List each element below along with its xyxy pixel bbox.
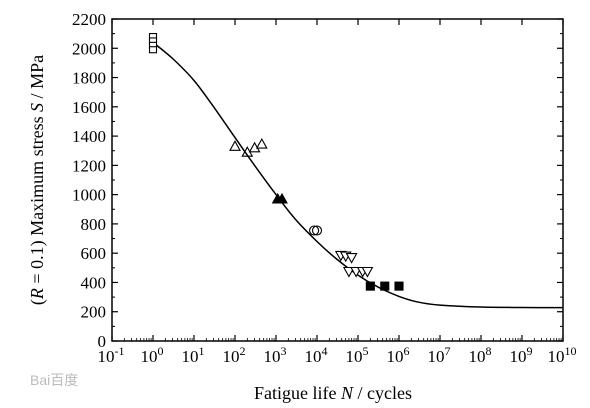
y-tick-label: 1200 [72,156,106,175]
x-tick-label: 106 [387,344,410,366]
filled-triangle-up-marker [276,192,288,204]
y-axis-title: (R = 0.1) Maximum stress S / MPa [27,55,48,305]
y-axis: 0 200 400 600 800 1000 1200 1400 1600 1800 2000 220… [72,10,563,351]
y-tick-label: 0 [98,332,107,351]
x-tick-label: 100 [141,344,164,366]
y-tick-label: 1400 [72,127,106,146]
x-tick-label: 101 [182,344,205,366]
open-triangle-down-marker [342,266,355,278]
x-tick-label: 107 [428,344,451,366]
y-tick-label: 800 [81,215,107,234]
x-tick-label: 105 [346,344,369,366]
filled-square-marker [365,281,375,291]
watermark: Bai百度 [30,372,78,388]
x-tick-label: 1010 [548,344,577,366]
y-tick-label: 1600 [72,98,106,117]
y-tick-label: 2200 [72,10,106,29]
open-circle-marker [309,225,320,236]
x-axis: 10-1 100 101 102 103 104 105 106 107 108 109 1010 [98,19,577,366]
open-triangle-down-marker [345,253,358,264]
open-square-marker [148,46,158,54]
open-triangle-up-marker [255,137,268,149]
x-tick-label: 108 [469,344,492,366]
fit-curve [152,41,564,309]
x-axis-title: Fatigue life N / cycles [254,383,412,403]
y-tick-label: 600 [81,244,107,263]
open-triangle-up-marker [229,140,241,151]
plot-area: 0 200 400 600 800 1000 1200 1400 1600 1800 2000 220… [72,10,577,366]
x-tick-label: 102 [223,344,246,366]
x-tick-label: 104 [305,344,328,366]
open-triangle-up-marker [248,141,261,153]
y-tick-label: 400 [81,273,107,292]
data-markers [148,33,404,291]
filled-square-marker [380,281,390,291]
y-tick-label: 200 [81,303,107,322]
open-triangle-down-marker [361,266,374,278]
y-tick-label: 1000 [72,186,106,205]
open-circle-marker [311,225,323,236]
y-tick-label: 2000 [72,39,106,58]
x-tick-label: 103 [264,344,287,366]
x-tick-label: 10-1 [98,344,125,366]
x-tick-label: 109 [510,344,533,366]
filled-square-marker [394,281,404,291]
y-tick-label: 1800 [72,69,106,88]
plot-frame [111,18,564,342]
